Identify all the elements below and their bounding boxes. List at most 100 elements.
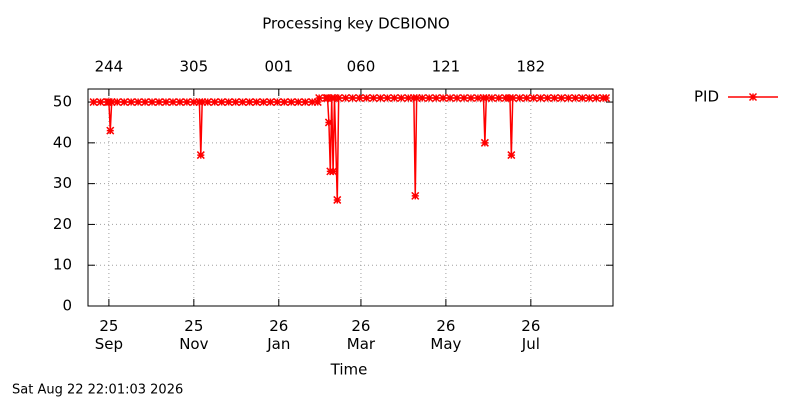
data-point [411,191,420,200]
data-point [507,151,516,160]
data-point [323,93,332,103]
y-tick-label: 0 [62,297,72,315]
data-point [362,93,371,103]
plot-frame [87,88,614,307]
x2-tick-label: 060 [347,58,376,76]
data-point [313,98,322,107]
timestamp: Sat Aug 22 22:01:03 2026 [12,383,183,398]
x-tick-label: 26 Jul [521,317,541,353]
data-point [390,93,399,103]
data-point [196,151,205,160]
data-point [210,98,219,107]
data-point [287,98,296,107]
legend-label: PID [694,88,719,106]
x2-tick-label: 244 [95,58,124,76]
data-point [557,93,566,103]
data-point [602,93,611,103]
data-point [494,93,503,103]
data-point [252,98,261,107]
data-point [203,98,212,107]
data-point [592,93,601,103]
data-point [189,98,198,107]
y-tick-label: 10 [53,256,72,274]
x2-tick-label: 182 [517,58,546,76]
data-point [294,98,303,107]
data-point [333,195,342,204]
x-tick-label: 26 Jan [267,317,291,353]
data-point [536,93,545,103]
data-point [198,98,207,107]
data-point [501,93,510,103]
data-point [96,98,105,107]
y-tick-label: 50 [53,93,72,111]
data-point [301,98,310,107]
data-point [134,98,143,107]
y-tick-label: 40 [53,133,72,151]
data-point [341,93,350,103]
x2-tick-label: 121 [432,58,461,76]
data-point [550,93,559,103]
data-point [376,93,385,103]
data-point [508,93,517,103]
data-point [369,93,378,103]
x-tick-label: 26 Mar [346,317,376,353]
data-point [107,98,116,107]
x2-tick-label: 001 [264,58,293,76]
data-point [418,93,427,103]
y-tick-label: 30 [53,174,72,192]
data-point [161,98,171,107]
data-point [564,93,573,103]
data-point [334,93,343,103]
data-point [404,93,413,103]
data-point [175,98,184,107]
data-point [432,93,441,103]
data-point [182,98,191,107]
data-point [466,93,475,103]
data-point [266,98,275,107]
data-point [397,93,406,103]
x-tick-label: 25 Sep [94,317,124,353]
data-point [106,126,115,135]
data-point [329,167,338,176]
data-point [273,98,282,107]
data-point [217,98,226,107]
data-point [315,93,324,103]
data-point [113,98,122,107]
data-point [355,93,364,103]
data-point [425,93,434,103]
data-point [308,98,317,107]
data-point [480,138,489,147]
data-point [571,93,580,103]
legend-marker [748,92,758,102]
data-point [148,98,157,107]
data-point [473,93,482,103]
data-point [585,93,594,103]
data-line [93,97,607,200]
x2-tick-label: 305 [180,58,209,76]
data-point [89,98,98,107]
data-point [529,93,538,103]
data-point [383,93,392,103]
x-tick-label: 26 May [430,317,462,353]
data-point [453,93,462,103]
data-point [348,93,357,103]
data-point [168,98,177,107]
x-tick-label: 25 Nov [179,317,209,353]
data-point [412,93,421,103]
data-point [245,98,254,107]
x-axis-label: Time [330,361,368,379]
chart-title: Processing key DCBIONO [262,15,449,33]
data-point [259,98,268,107]
data-point [120,98,129,107]
data-point [487,93,496,103]
data-point [141,98,150,107]
data-point [543,93,552,103]
data-point [280,98,289,107]
data-point [324,118,333,127]
data-point [482,93,491,103]
data-point [578,93,587,103]
data-point [238,98,247,107]
data-point [522,93,531,103]
data-point [446,93,455,103]
